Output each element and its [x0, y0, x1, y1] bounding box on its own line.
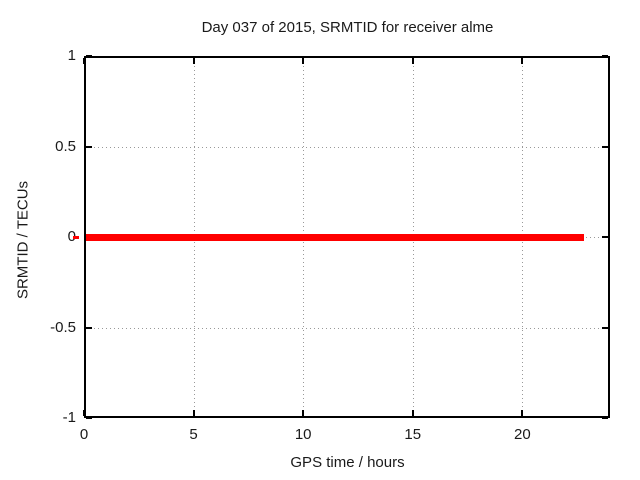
data-series-stub — [73, 235, 79, 239]
x-tick-mark-mirror — [83, 58, 85, 64]
x-tick-mark — [192, 410, 195, 416]
x-tick-mark — [83, 410, 85, 416]
y-tick-label: 0.5 — [55, 137, 76, 155]
x-tick-label: 20 — [513, 426, 531, 443]
y-tick-label: -1 — [62, 409, 76, 426]
y-tick-mark — [86, 417, 92, 419]
chart-title: Day 037 of 2015, SRMTID for receiver alm… — [201, 19, 494, 36]
x-tick-mark-mirror — [192, 58, 195, 64]
x-tick-mark-mirror — [521, 58, 524, 64]
x-tick-mark — [302, 410, 305, 416]
y-tick-mark — [86, 145, 92, 148]
y-tick-label: -0.5 — [50, 318, 76, 336]
plot-border — [84, 56, 610, 418]
grid-line-y — [86, 146, 608, 148]
y-tick-mark-mirror — [602, 55, 608, 57]
x-tick-mark — [411, 410, 414, 416]
x-tick-mark — [521, 410, 524, 416]
y-tick-mark — [86, 55, 92, 57]
data-series-line — [86, 233, 584, 241]
grid-line-y — [86, 327, 608, 329]
x-tick-label: 15 — [404, 426, 422, 443]
x-axis-label: GPS time / hours — [290, 454, 405, 471]
x-tick-label: 0 — [79, 426, 89, 443]
y-tick-mark-mirror — [602, 417, 608, 419]
y-tick-mark-mirror — [602, 326, 608, 329]
y-tick-mark-mirror — [602, 145, 608, 148]
x-tick-mark-mirror — [302, 58, 305, 64]
x-tick-label: 5 — [189, 426, 198, 443]
y-tick-mark — [86, 326, 92, 329]
x-tick-label: 10 — [294, 426, 312, 443]
y-tick-label: 0 — [67, 228, 76, 245]
x-tick-mark-mirror — [411, 58, 414, 64]
y-tick-mark-mirror — [602, 236, 608, 238]
y-tick-label: 1 — [67, 47, 76, 64]
